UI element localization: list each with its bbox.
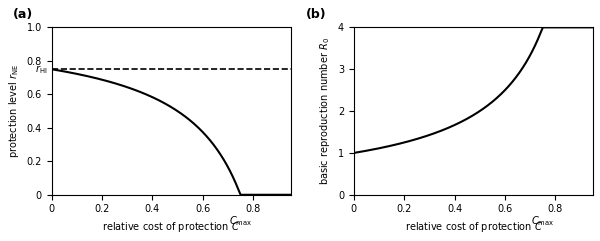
Y-axis label: basic reproduction number $R_0$: basic reproduction number $R_0$	[319, 37, 332, 185]
Text: (b): (b)	[306, 8, 326, 21]
X-axis label: relative cost of protection $C$: relative cost of protection $C$	[102, 220, 240, 234]
Text: $C_{\mathrm{max}}$: $C_{\mathrm{max}}$	[531, 214, 554, 228]
Text: $r_{\mathrm{HI}}$: $r_{\mathrm{HI}}$	[35, 63, 47, 76]
X-axis label: relative cost of protection $C$: relative cost of protection $C$	[404, 220, 542, 234]
Text: $C_{\mathrm{max}}$: $C_{\mathrm{max}}$	[229, 214, 252, 228]
Text: (a): (a)	[13, 8, 34, 21]
Y-axis label: protection level $r_{\mathrm{NE}}$: protection level $r_{\mathrm{NE}}$	[7, 64, 21, 158]
